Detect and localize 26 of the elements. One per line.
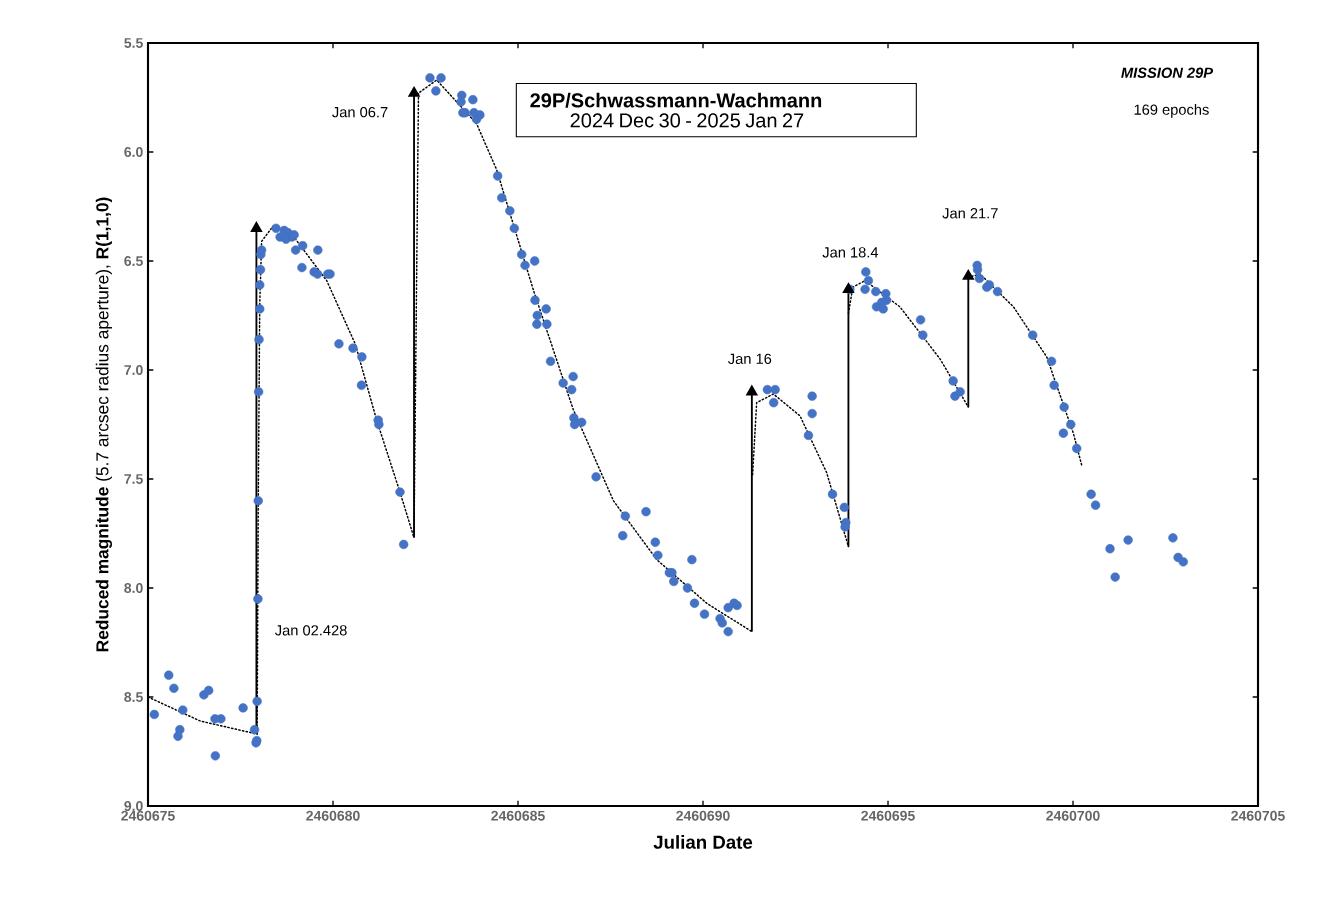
x-tick-label: 2460675	[121, 810, 175, 821]
text: 29P/Schwassmann-Wachmann	[530, 92, 822, 108]
y-tick-label: 7.0	[124, 365, 143, 375]
y-tick-label: 6.5	[124, 256, 143, 266]
x-tick-label: 2460690	[676, 810, 730, 821]
annotation: Jan 06.7	[332, 106, 388, 118]
annotation: MISSION 29P	[1121, 67, 1214, 78]
x-tick-label: 2460685	[491, 810, 545, 821]
text: 2024 Dec 30 - 2025 Jan 27	[570, 113, 804, 128]
x-tick-label: 2460680	[306, 810, 360, 821]
y-tick-label: 8.5	[124, 692, 143, 702]
y-tick-label: 5.5	[124, 38, 143, 48]
y-axis-title: Reduced magnitude (5.7 arcsec radius aperture), R(1,1,0)	[95, 197, 113, 652]
y-tick-label: 7.5	[124, 474, 143, 484]
annotation: 169 epochs	[1134, 104, 1209, 118]
x-tick-label: 2460695	[861, 810, 915, 821]
x-tick-label: 2460700	[1046, 810, 1100, 821]
annotation: Jan 21.7	[942, 208, 998, 219]
y-tick-label: 6.0	[124, 147, 143, 157]
y-tick-label: 9.0	[124, 801, 143, 811]
y-tick-label: 8.0	[124, 583, 143, 593]
x-axis-title: Julian Date	[653, 835, 753, 849]
annotation: Jan 16	[728, 353, 772, 364]
annotation: Jan 02.428	[275, 625, 347, 636]
annotation: Jan 18.4	[822, 247, 879, 258]
x-tick-label: 2460705	[1231, 810, 1285, 821]
